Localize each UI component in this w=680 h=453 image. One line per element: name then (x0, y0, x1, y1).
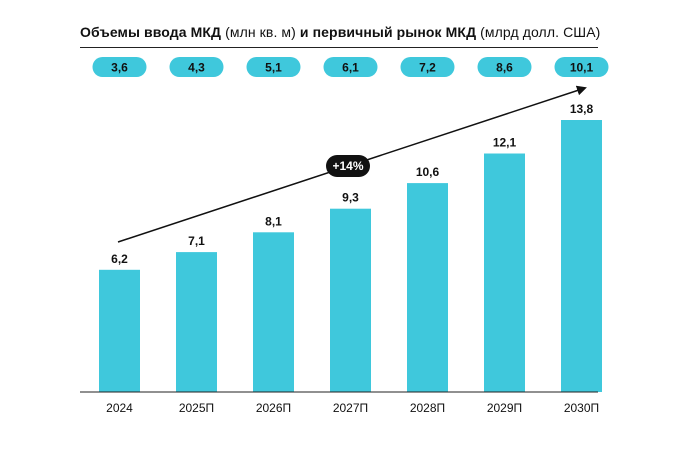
market-pill-2028П (400, 57, 455, 77)
market-pill-label: 10,1 (570, 61, 594, 75)
bar-2030П (561, 120, 602, 392)
x-tick-label: 2030П (564, 401, 599, 415)
market-pill-label: 5,1 (265, 61, 282, 75)
bar-2026П (253, 232, 294, 392)
market-pill-label: 6,1 (342, 61, 359, 75)
chart-title: Объемы ввода МКД (млн кв. м) и первичный… (80, 24, 600, 40)
bar-2028П (407, 183, 448, 392)
x-tick-label: 2025П (179, 401, 214, 415)
bar-2025П (176, 252, 217, 392)
market-pill-2029П (477, 57, 532, 77)
bar-value-label: 7,1 (188, 234, 205, 248)
market-pill-2025П (169, 57, 224, 77)
bar-2029П (484, 153, 525, 392)
x-tick-label: 2024 (106, 401, 133, 415)
market-pill-2026П (246, 57, 301, 77)
market-pill-2030П (554, 57, 609, 77)
title-part-1: Объемы ввода МКД (80, 24, 222, 40)
title-part-4: (млрд долл. США) (476, 24, 601, 40)
market-pill-label: 3,6 (111, 61, 128, 75)
growth-badge: +14% (326, 155, 370, 177)
x-tick-label: 2026П (256, 401, 291, 415)
bar-value-label: 9,3 (342, 191, 359, 205)
title-part-2: (млн кв. м) (221, 24, 300, 40)
market-pills: 3,6 4,3 5,1 6,1 7,2 8,6 10,1 (92, 57, 609, 77)
x-tick-label: 2027П (333, 401, 368, 415)
bar-value-label: 13,8 (570, 102, 594, 116)
bar-2024 (99, 269, 140, 392)
bar-value-label: 8,1 (265, 214, 282, 228)
title-part-3: и первичный рынок МКД (299, 24, 477, 40)
growth-badge-background (326, 155, 370, 177)
bar-2027П (330, 208, 371, 392)
market-pill-label: 4,3 (188, 61, 205, 75)
x-tick-label: 2028П (410, 401, 445, 415)
bar-value-label: 10,6 (416, 165, 440, 179)
x-tick-label: 2029П (487, 401, 522, 415)
bars: 6,2 7,1 8,1 9,3 10,6 12,1 13,8 (99, 102, 602, 392)
market-pill-label: 7,2 (419, 61, 436, 75)
growth-badge-label: +14% (332, 159, 363, 173)
title-underline (80, 47, 598, 48)
market-pill-2027П (323, 57, 378, 77)
market-pill-2024 (92, 57, 147, 77)
bar-value-label: 12,1 (493, 136, 517, 150)
market-pill-label: 8,6 (496, 61, 513, 75)
x-axis-labels: 2024 2025П 2026П 2027П 2028П 2029П 2030П (106, 401, 599, 415)
bar-value-label: 6,2 (111, 252, 128, 266)
